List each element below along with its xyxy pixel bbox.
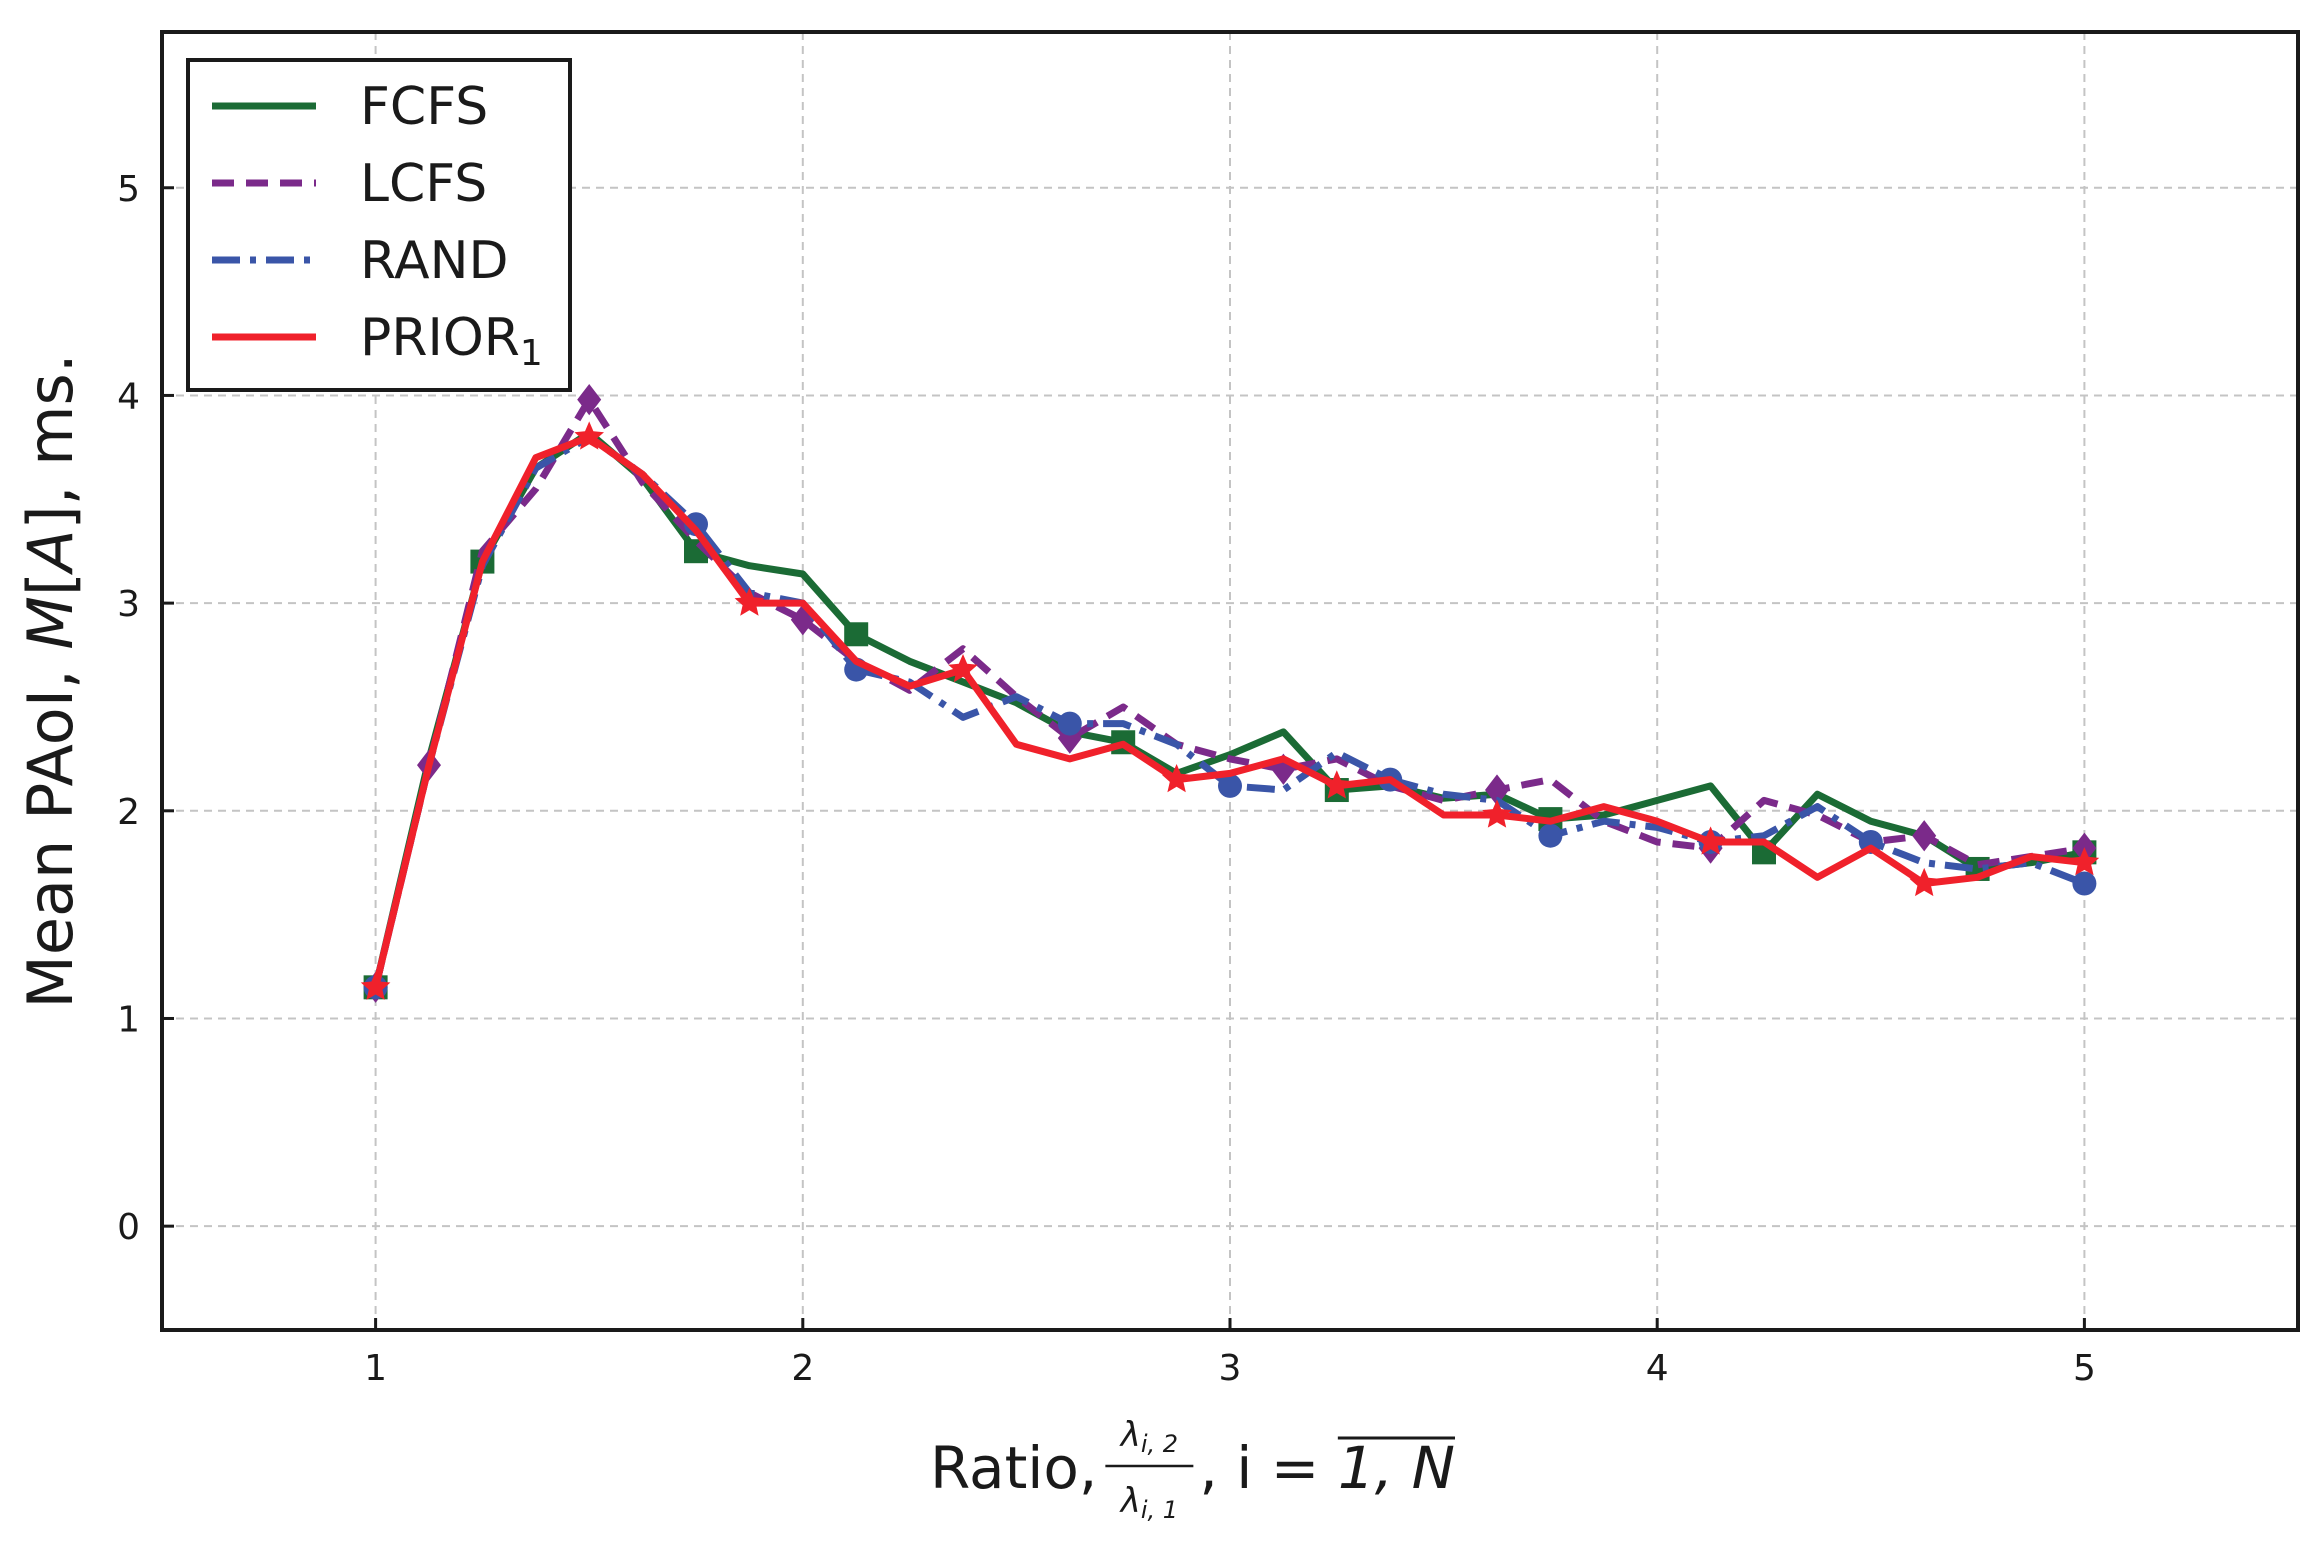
- data-point-marker: [1485, 774, 1509, 806]
- data-point-marker: [360, 971, 391, 1000]
- data-point-marker: [684, 512, 708, 537]
- legend-label: RAND: [360, 231, 509, 291]
- y-tick-label: 0: [117, 1207, 140, 1248]
- legend-label: FCFS: [360, 77, 488, 137]
- frac-num-sub: i, 2: [1141, 1430, 1178, 1458]
- data-point-marker: [2072, 871, 2097, 896]
- data-point-marker: [1695, 826, 1726, 855]
- frac-den: λ: [1119, 1481, 1141, 1521]
- data-point-marker: [1538, 823, 1563, 848]
- x-tick-label: 5: [2073, 1348, 2096, 1389]
- y-tick-label: 1: [117, 999, 140, 1040]
- legend-label: LCFS: [360, 154, 487, 214]
- y-axis-label: Mean PAoI, M[A], ms.: [14, 353, 87, 1008]
- legend-label: PRIOR1: [360, 308, 543, 374]
- y-tick-label: 3: [117, 584, 140, 625]
- svg-text:λi, 2: λi, 2: [1119, 1415, 1178, 1458]
- data-point-marker: [1912, 820, 1937, 852]
- data-point-marker: [1218, 773, 1242, 798]
- x-axis-label-fraction: λi, 2 λi, 1: [1105, 1415, 1194, 1524]
- data-point-marker: [1322, 770, 1352, 799]
- series-layer: [360, 383, 2100, 1003]
- y-tick-label: 4: [117, 376, 140, 417]
- ticks: [162, 186, 2086, 1330]
- x-tick-label: 1: [364, 1348, 387, 1389]
- data-point-marker: [844, 622, 869, 647]
- data-point-marker: [2069, 847, 2100, 876]
- data-point-marker: [574, 421, 604, 450]
- data-point-marker: [1057, 711, 1082, 736]
- x-tick-label: 2: [791, 1348, 814, 1389]
- x-axis-label: Ratio,: [930, 1434, 1097, 1502]
- svg-text:λi, 1: λi, 1: [1119, 1481, 1178, 1524]
- data-point-marker: [577, 383, 602, 416]
- data-point-marker: [1161, 764, 1192, 793]
- x-tick-label: 4: [1646, 1348, 1669, 1389]
- series-prior: [360, 421, 2100, 1000]
- tick-labels: 1 2 3 4 5 0 1 2 3 4 5: [117, 169, 2096, 1389]
- y-tick-label: 2: [117, 792, 140, 833]
- y-tick-label: 5: [117, 169, 140, 210]
- x-tick-label: 3: [1219, 1348, 1242, 1389]
- frac-den-sub: i, 1: [1141, 1496, 1178, 1524]
- data-point-marker: [734, 587, 765, 616]
- x-axis-label-suffix: , i = 1, N: [1199, 1434, 1455, 1502]
- frac-num: λ: [1119, 1415, 1141, 1455]
- series-line: [372, 396, 2085, 989]
- legend: FCFS LCFS RAND PRIOR1: [186, 58, 572, 392]
- x-axis-label-prefix: Ratio,: [930, 1434, 1097, 1502]
- data-point-marker: [1482, 799, 1512, 828]
- data-point-marker: [1909, 867, 1939, 897]
- data-point-marker: [948, 654, 978, 683]
- series-line: [372, 433, 2085, 989]
